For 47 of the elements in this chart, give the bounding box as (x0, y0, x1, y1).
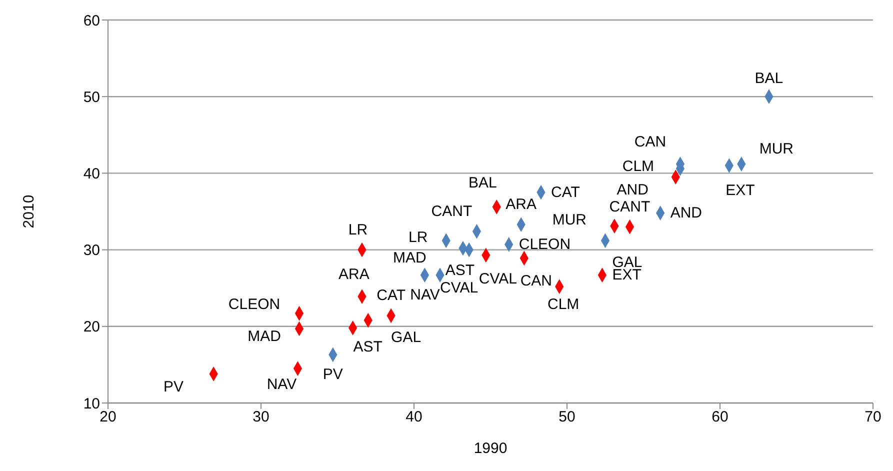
data-label: AST (353, 338, 382, 356)
data-label: BAL (468, 174, 497, 192)
x-tick-label: 50 (558, 408, 576, 426)
y-tick-label: 10 (83, 395, 100, 412)
x-tick-label: 70 (864, 408, 882, 426)
data-label: CAN (520, 272, 552, 290)
data-label: CLEON (518, 236, 571, 253)
data-label: AST (445, 262, 475, 279)
data-label: MUR (759, 140, 794, 158)
x-axis-title: 1990 (474, 440, 508, 457)
data-label: MAD (248, 328, 282, 346)
data-label: EXT (612, 266, 642, 284)
data-label: ARA (506, 196, 537, 214)
data-label: CLM (622, 158, 654, 176)
data-label: CAT (550, 184, 580, 201)
data-label: ARA (338, 266, 370, 284)
data-label: CAT (376, 286, 406, 304)
data-label: NAV (266, 376, 297, 394)
data-label: GAL (391, 329, 422, 346)
data-label: LR (348, 221, 368, 238)
data-label: MAD (393, 250, 427, 267)
data-label: EXT (726, 182, 755, 200)
x-tick-label: 40 (406, 408, 422, 426)
y-tick-label: 50 (83, 88, 100, 106)
data-label: CLM (548, 296, 580, 314)
data-label: PV (164, 378, 184, 396)
y-tick-label: 60 (83, 12, 100, 30)
data-label: CANT (431, 202, 472, 220)
y-tick-label: 20 (83, 318, 100, 336)
data-label: CVAL (440, 279, 478, 296)
data-label: CAN (634, 134, 666, 151)
x-tick-label: 60 (712, 408, 728, 426)
x-tick-label: 20 (100, 408, 116, 426)
data-label: PV (322, 366, 343, 384)
y-axis-title: 2010 (20, 194, 38, 228)
y-tick-label: 30 (83, 242, 100, 260)
data-label: BAL (754, 70, 784, 88)
data-label: AND (670, 204, 702, 222)
data-label: CLEON (228, 296, 280, 313)
y-tick-label: 40 (83, 166, 100, 183)
data-label: LR (408, 229, 428, 246)
x-tick-label: 30 (252, 408, 270, 426)
data-label: CVAL (478, 270, 517, 288)
data-label: CANT (609, 198, 650, 216)
data-label: AND (616, 182, 649, 199)
data-label: NAV (410, 286, 440, 304)
data-label: MUR (552, 212, 587, 229)
